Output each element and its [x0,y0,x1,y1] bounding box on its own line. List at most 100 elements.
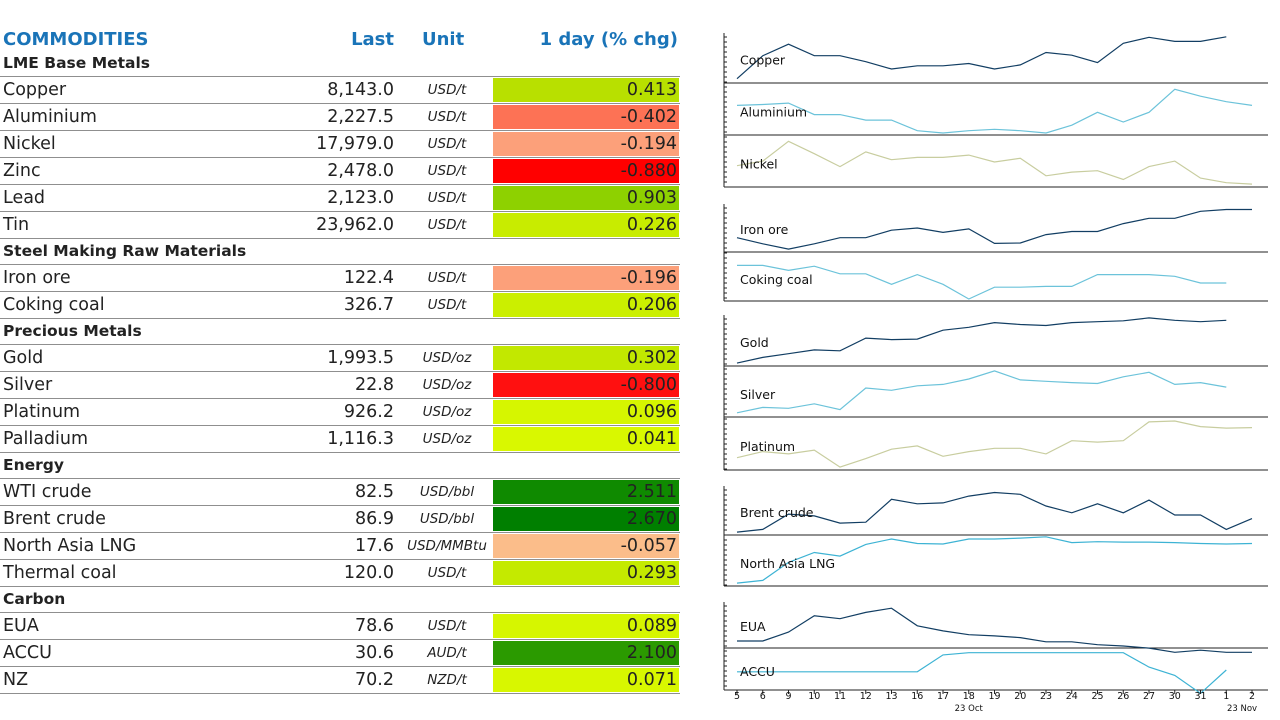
x-tick-label: 25 [1091,691,1103,702]
series-label: Brent crude [740,505,814,520]
last-price: 70.2 [355,670,394,690]
series-line [736,208,1252,250]
price-unit: USD/oz [422,350,472,366]
x-tick-label: 18 [963,691,975,702]
x-tick-label: 1 [1223,691,1229,702]
price-unit: USD/t [427,297,467,313]
commodity-name: Gold [3,348,44,368]
last-price: 17.6 [355,536,394,556]
series-label: Silver [740,387,776,402]
series-line [737,264,1227,300]
x-tick-label: 9 [785,691,791,702]
table-title: COMMODITIES [3,29,149,50]
section-header: Energy [0,453,680,479]
last-price: 2,227.5 [327,107,394,127]
x-tick-label: 11 [834,691,846,702]
table-row: Brent crude 86.9 USD/bbl 2.670 [0,506,680,533]
daily-change-cell: 0.041 [493,427,679,451]
commodity-name: Zinc [3,161,41,181]
change-column-header: 1 day (% chg) [539,29,678,50]
x-tick-label: 23 [1040,691,1052,702]
x-tick-label: 5 [734,691,740,702]
table-row: Tin 23,962.0 USD/t 0.226 [0,212,680,239]
series-line [736,536,1253,584]
series-label: Aluminium [740,104,807,119]
price-unit: USD/t [427,163,467,179]
price-unit: USD/t [427,270,467,286]
price-unit: USD/t [427,217,467,233]
table-row: Lead 2,123.0 USD/t 0.903 [0,185,680,212]
x-tick-label: 16 [911,691,923,702]
price-unit: USD/t [427,190,467,206]
unit-column-header: Unit [422,29,465,50]
series-line [736,491,1253,533]
series-line [737,652,1227,695]
table-row: Palladium 1,116.3 USD/oz 0.041 [0,426,680,453]
commodity-name: Aluminium [3,107,97,127]
series-line [736,370,1227,414]
daily-change-cell: -0.880 [493,159,679,183]
table-rows: LME Base Metals Copper 8,143.0 USD/t 0.413 Al… [0,51,680,694]
last-price: 120.0 [343,563,394,583]
table-row: Gold 1,993.5 USD/oz 0.302 [0,345,680,372]
commodity-name: NZ [3,670,29,690]
table-row: Silver 22.8 USD/oz -0.800 [0,372,680,399]
series-label: Copper [740,52,786,67]
commodity-name: Iron ore [3,268,71,288]
x-tick-label: 2 [1249,691,1255,702]
table-row: North Asia LNG 17.6 USD/MMBtu -0.057 [0,533,680,560]
price-unit: USD/oz [422,431,472,447]
section-label: Carbon [3,590,66,608]
last-price: 1,116.3 [327,429,394,449]
commodity-name: Thermal coal [3,563,117,583]
series-line [736,140,1253,185]
x-tick-label: 27 [1143,691,1155,702]
last-column-header: Last [351,29,394,50]
x-month-label: 23 Nov [1227,704,1257,714]
daily-change-cell: -0.194 [493,132,679,156]
daily-change-cell: 0.302 [493,346,679,370]
x-tick-label: 13 [885,691,897,702]
last-price: 122.4 [343,268,394,288]
commodity-name: Tin [3,215,30,235]
daily-change-cell: 0.206 [493,293,679,317]
table-row: WTI crude 82.5 USD/bbl 2.511 [0,479,680,506]
price-unit: USD/t [427,565,467,581]
last-price: 2,478.0 [327,161,394,181]
commodity-name: ACCU [3,643,52,663]
series-label: Iron ore [740,222,789,237]
table-row: Copper 8,143.0 USD/t 0.413 [0,77,680,104]
price-unit: USD/t [427,136,467,152]
table-row: Nickel 17,979.0 USD/t -0.194 [0,131,680,158]
last-price: 326.7 [343,295,394,315]
section-header: Precious Metals [0,319,680,345]
daily-change-cell: -0.402 [493,105,679,129]
series-line [736,317,1227,364]
x-tick-label: 12 [860,691,872,702]
x-tick-label: 6 [760,691,766,702]
commodity-name: Lead [3,188,46,208]
daily-change-cell: 0.096 [493,400,679,424]
table-row: Thermal coal 120.0 USD/t 0.293 [0,560,680,587]
table-row: ACCU 30.6 AUD/t 2.100 [0,640,680,667]
commodity-name: Coking coal [3,295,105,315]
section-label: Precious Metals [3,322,142,340]
x-tick-label: 17 [937,691,949,702]
commodities-table: COMMODITIES Last Unit 1 day (% chg) LME … [0,26,680,694]
commodity-name: Nickel [3,134,56,154]
commodity-name: North Asia LNG [3,536,137,556]
price-unit: USD/t [427,618,467,634]
x-month-label: 23 Oct [955,704,984,714]
table-header: COMMODITIES Last Unit 1 day (% chg) [0,26,680,51]
x-tick-label: 31 [1194,691,1206,702]
daily-change-cell: -0.196 [493,266,679,290]
commodity-name: Silver [3,375,53,395]
commodity-name: Platinum [3,402,81,422]
x-tick-label: 19 [988,691,1000,702]
last-price: 8,143.0 [327,80,394,100]
daily-change-cell: -0.800 [493,373,679,397]
series-line [737,607,1252,653]
x-tick-label: 30 [1169,691,1181,702]
series-line [736,88,1253,134]
commodity-name: WTI crude [3,482,92,502]
